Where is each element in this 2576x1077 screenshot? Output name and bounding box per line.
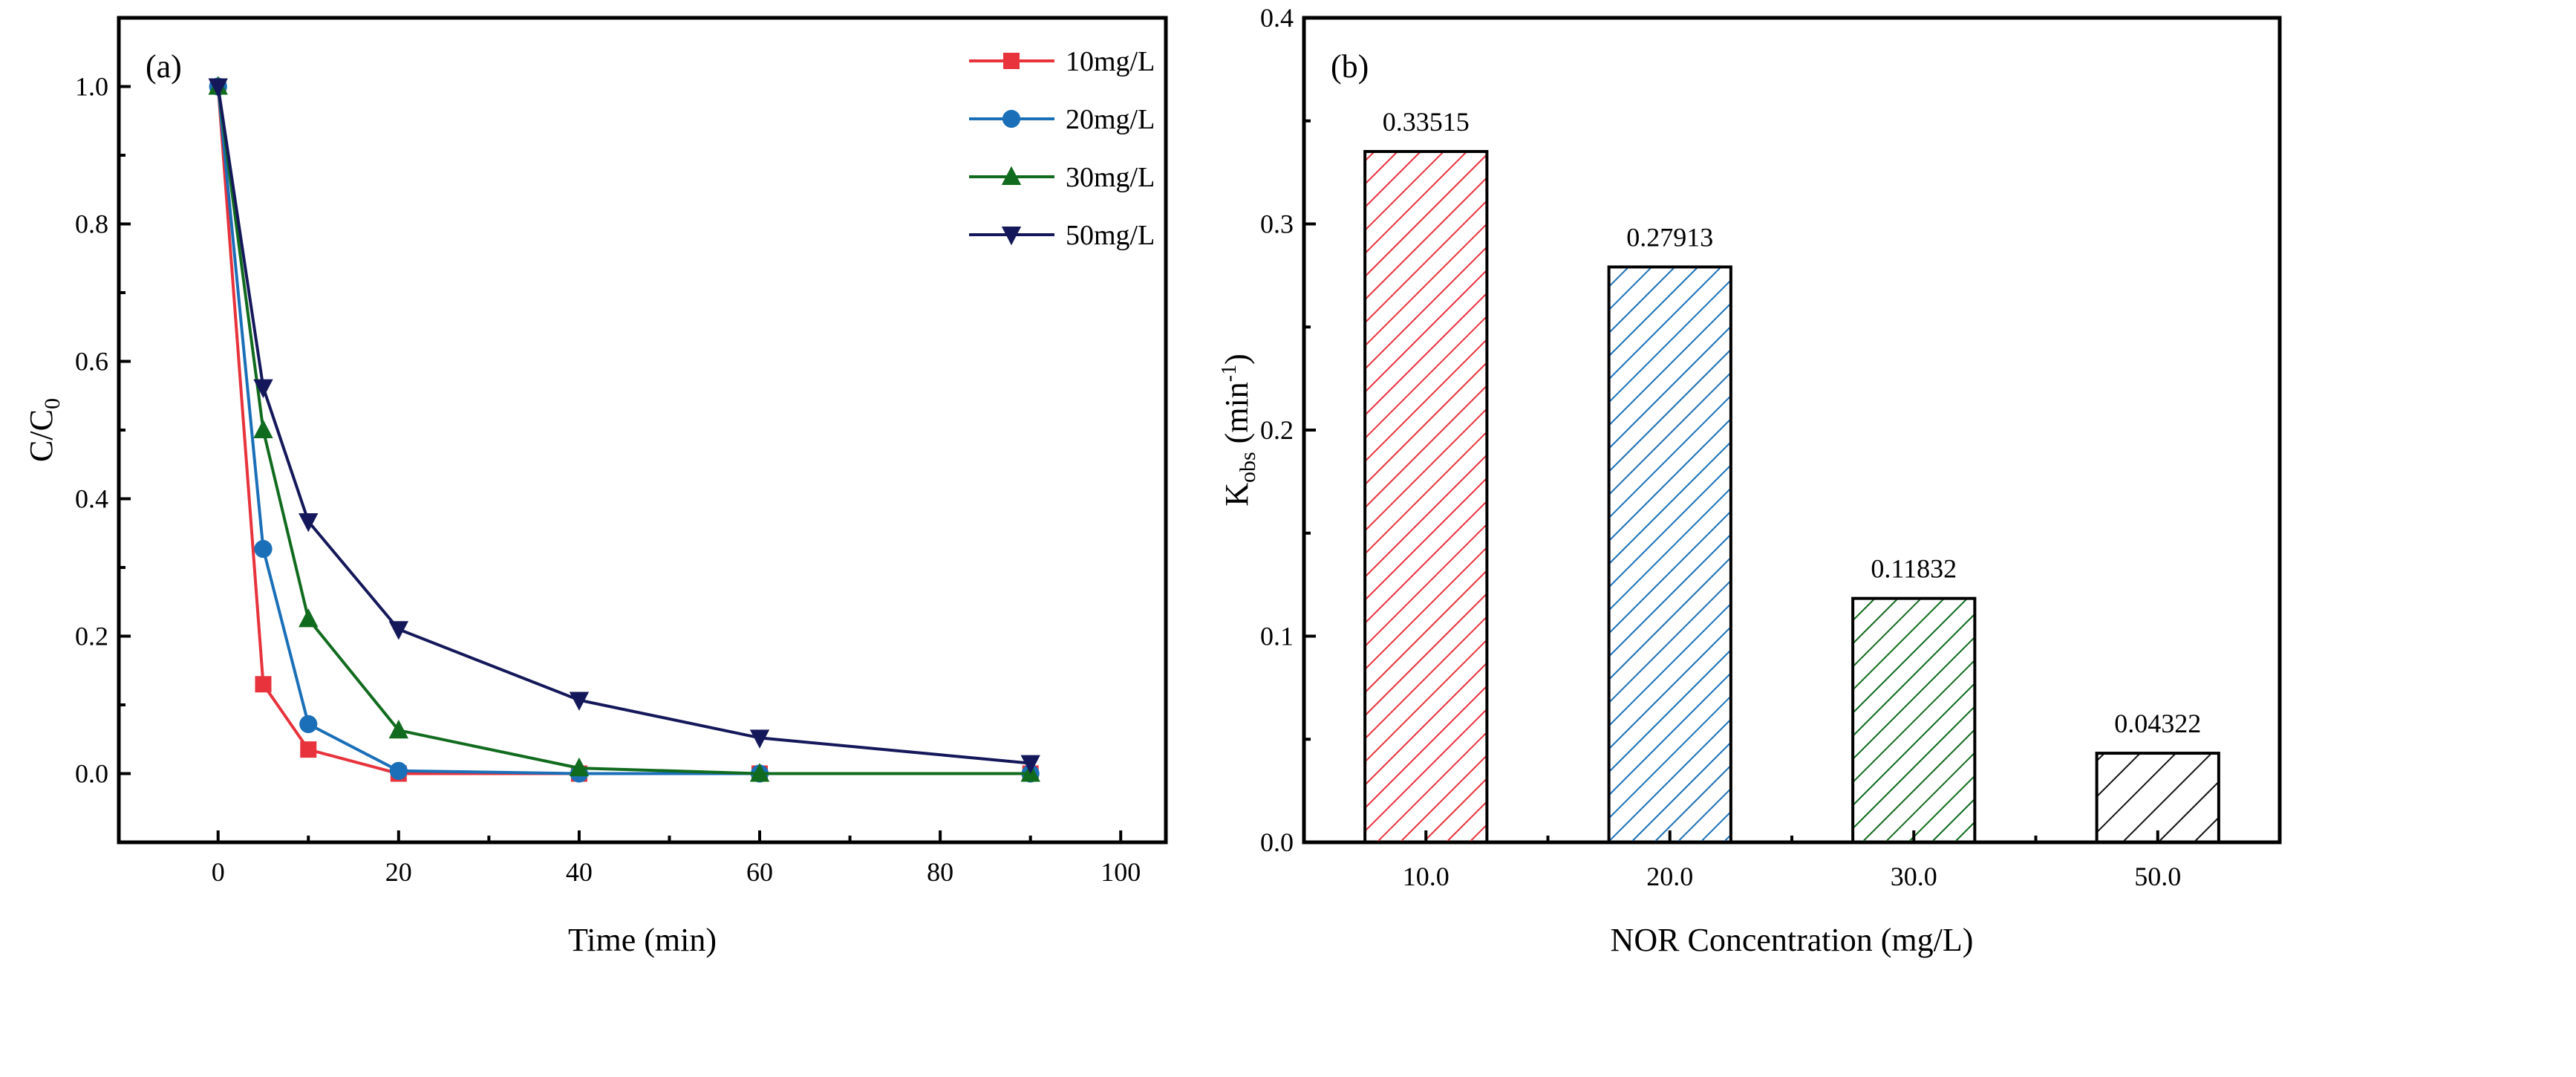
- y-tick-label: 0.8: [75, 209, 108, 239]
- data-point: [388, 719, 409, 739]
- legend-item: 20mg/L: [969, 104, 1155, 135]
- y-axis-title-ylabel_close: ): [1219, 354, 1255, 365]
- legend-item: 10mg/L: [969, 46, 1155, 77]
- y-axis-title-ylabel_unit: (min: [1219, 382, 1255, 452]
- legend-label: 30mg/L: [1066, 162, 1155, 193]
- y-tick-label: 0.0: [75, 759, 108, 789]
- x-tick-label: 50.0: [2134, 862, 2181, 891]
- bar: [1607, 265, 1732, 844]
- data-point: [299, 513, 319, 533]
- legend-marker: [1001, 166, 1022, 185]
- legend-marker: [1001, 227, 1022, 246]
- plot-frame: [117, 16, 1168, 845]
- x-tick-label: 60: [746, 857, 773, 887]
- series-50mg-L: [208, 78, 1040, 774]
- legend-marker: [1002, 109, 1021, 128]
- x-tick-label: 100: [1100, 857, 1141, 887]
- y-axis-title-ylabel: K: [1219, 483, 1255, 507]
- data-point: [255, 676, 272, 693]
- x-tick-label: 20.0: [1646, 862, 1693, 891]
- y-tick-label: 0.1: [1260, 622, 1294, 651]
- x-tick-label: 40: [566, 857, 593, 887]
- legend-label: 50mg/L: [1066, 220, 1155, 251]
- panel-label: (b): [1331, 48, 1369, 85]
- data-point: [299, 608, 319, 628]
- data-point: [388, 621, 409, 640]
- y-tick-label: 0.2: [1260, 415, 1294, 445]
- legend-label: 20mg/L: [1066, 104, 1155, 135]
- bar-value-label: 0.04322: [2114, 709, 2201, 738]
- bar: [1851, 596, 1977, 844]
- y-tick-label: 1.0: [75, 72, 108, 102]
- data-point: [299, 715, 318, 734]
- y-tick-label: 0.2: [75, 622, 108, 651]
- y-axis-title: C/C0: [23, 398, 65, 462]
- data-point: [300, 741, 317, 758]
- series-30mg-L: [208, 76, 1040, 782]
- series-20mg-L: [209, 77, 1040, 783]
- y-axis-title-sub: 0: [40, 398, 65, 409]
- series-line: [216, 86, 1031, 775]
- y-tick-label: 0.4: [75, 484, 108, 514]
- data-point: [253, 419, 273, 438]
- y-axis-title-ylabel_sub: obs: [1236, 452, 1260, 483]
- data-point: [569, 692, 590, 711]
- x-axis-title: Time (min): [568, 922, 717, 958]
- x-tick-label: 80: [927, 857, 953, 887]
- data-point: [389, 761, 408, 780]
- x-tick-label: 30.0: [1891, 862, 1937, 891]
- data-point: [208, 78, 228, 97]
- y-tick-label: 0.3: [1260, 209, 1294, 239]
- x-tick-label: 20: [385, 857, 412, 887]
- series-line: [216, 86, 1031, 765]
- legend-label: 10mg/L: [1066, 46, 1155, 77]
- y-axis-title: Kobs (min-1): [1218, 354, 1260, 507]
- bar-value-label: 0.11832: [1871, 554, 1957, 584]
- data-point: [253, 379, 273, 398]
- panel-b-kobs-bar-chart: 0.0 0.1 0.2 0.3 0.4 0.33515 10.0 0.27913 20.0 0.1…: [1218, 3, 2282, 958]
- bar-value-label: 0.33515: [1383, 107, 1470, 137]
- legend-marker: [1003, 53, 1020, 69]
- y-tick-label: 0.0: [1260, 827, 1294, 857]
- y-tick-label: 0.6: [75, 347, 108, 377]
- series-10mg-L: [209, 78, 1039, 782]
- legend-item: 30mg/L: [969, 162, 1155, 193]
- data-point: [749, 763, 770, 782]
- legend-item: 50mg/L: [969, 220, 1155, 251]
- y-tick-label: 0.4: [1260, 3, 1294, 33]
- x-axis-title: NOR Concentration (mg/L): [1611, 922, 1974, 958]
- x-tick-label: 0: [212, 857, 225, 887]
- y-axis-title-main: C/C: [23, 409, 59, 462]
- data-point: [1020, 755, 1040, 774]
- bar: [2095, 752, 2220, 845]
- data-point: [254, 539, 273, 559]
- data-point: [569, 757, 590, 777]
- panel-label: (a): [146, 48, 182, 85]
- panel-a-kinetics-chart: 0 20 40 60 80 100 0.0 0.2 0.4 0.6 0.8 1.0 Time (min)…: [23, 16, 1168, 958]
- y-axis-title-ylabel_sup: -1: [1218, 365, 1241, 382]
- series-line: [216, 86, 1031, 775]
- x-tick-label: 10.0: [1403, 862, 1450, 891]
- series-line: [216, 86, 1031, 775]
- data-point: [749, 729, 770, 749]
- bar: [1363, 149, 1489, 845]
- bar-value-label: 0.27913: [1626, 222, 1713, 252]
